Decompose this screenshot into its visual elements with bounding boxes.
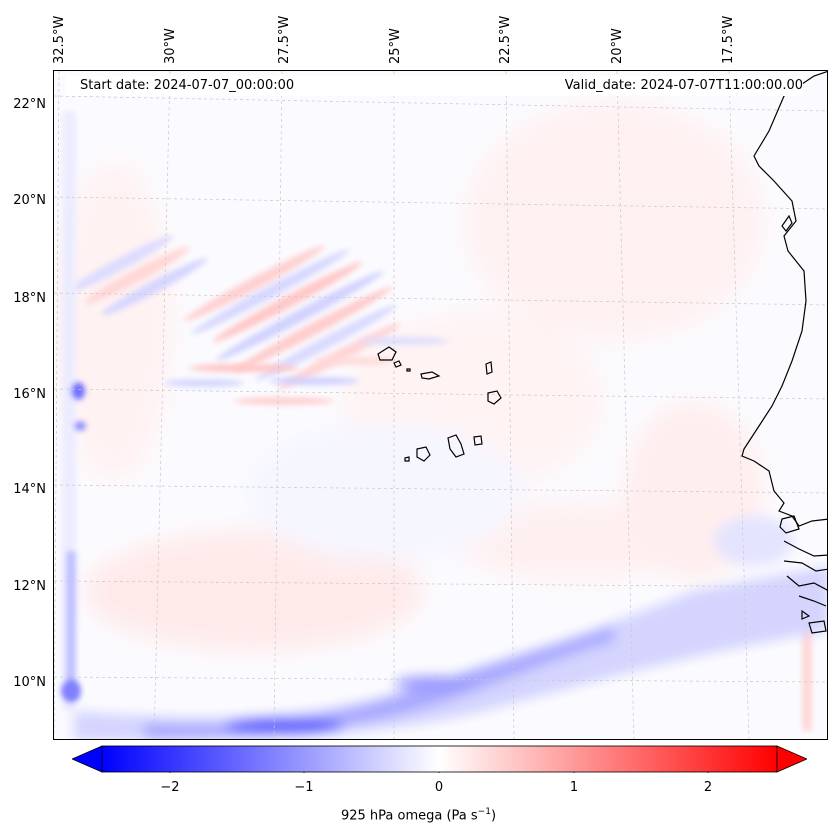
lat-label-20n: 20°N — [13, 193, 46, 208]
lat-label-12n: 12°N — [13, 579, 46, 594]
colorbar-body — [101, 745, 778, 773]
graticule — [54, 71, 827, 739]
map-panel[interactable]: Start date: 2024-07-07_00:00:00 Valid_da… — [53, 70, 828, 740]
western-boundary — [61, 111, 812, 731]
colorbar-tick-2: 2 — [703, 780, 713, 795]
lon-label-22-5w: 22.5°W — [498, 15, 513, 64]
lon-label-32-5w: 32.5°W — [52, 15, 67, 64]
lon-label-20w: 20°W — [610, 28, 625, 64]
info-banner: Start date: 2024-07-07_00:00:00 Valid_da… — [66, 76, 803, 96]
colorbar-label-close: ) — [490, 808, 497, 824]
lon-label-25w: 25°W — [388, 28, 403, 64]
colorbar-extend-high — [776, 745, 809, 773]
southern-blue-band — [74, 516, 827, 739]
lon-label-27-5w: 27.5°W — [277, 15, 292, 64]
valid-date-label: Valid_date: 2024-07-07T11:00:00.00 — [564, 78, 803, 93]
mid-streaks — [164, 337, 449, 405]
colorbar-tick-0: 0 — [434, 780, 444, 795]
colorbar-tick-neg1: −1 — [294, 780, 314, 795]
lat-label-14n: 14°N — [13, 482, 46, 497]
coastline-africa — [741, 71, 827, 634]
lat-label-22n: 22°N — [13, 97, 46, 112]
wave-streaks — [66, 235, 401, 390]
colorbar-label: 925 hPa omega (Pa s−1) — [0, 807, 837, 823]
omega-field-map[interactable] — [54, 71, 828, 740]
lat-label-18n: 18°N — [13, 291, 46, 306]
colorbar — [70, 745, 809, 776]
lon-label-30w: 30°W — [163, 28, 178, 64]
start-date-label: Start date: 2024-07-07_00:00:00 — [80, 78, 295, 93]
lat-label-16n: 16°N — [13, 387, 46, 402]
lon-label-17-5w: 17.5°W — [721, 15, 736, 64]
colorbar-label-text: 925 hPa omega (Pa s — [340, 808, 478, 824]
lat-label-10n: 10°N — [13, 675, 46, 690]
colorbar-tick-1: 1 — [569, 780, 579, 795]
colorbar-extend-low — [70, 745, 103, 773]
cape-verde-islands — [377, 346, 502, 462]
colorbar-tick-neg2: −2 — [160, 780, 180, 795]
colorbar-gradient — [70, 745, 809, 776]
colorbar-label-exponent: −1 — [477, 807, 491, 817]
